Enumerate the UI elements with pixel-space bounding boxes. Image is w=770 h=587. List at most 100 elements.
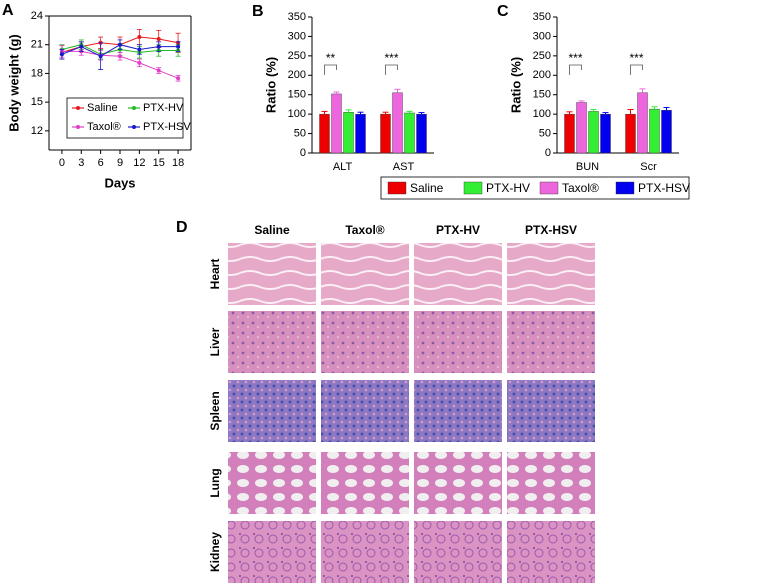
legend-marker [132, 106, 136, 110]
legend-swatch [387, 181, 407, 195]
y-tick-label: 150 [533, 89, 551, 101]
histology-image [228, 452, 316, 514]
x-tick-label: 3 [78, 157, 84, 169]
y-tick-label: 15 [31, 96, 43, 108]
panel-letter: C [497, 3, 509, 20]
x-tick-label: 0 [59, 157, 65, 169]
bar [319, 113, 330, 154]
legend-swatch [615, 181, 635, 195]
histology-image [321, 380, 409, 442]
histology-image [507, 380, 595, 442]
y-tick-label: 50 [539, 127, 551, 139]
point [176, 44, 181, 49]
legend-swatch [539, 181, 559, 195]
legend-marker [76, 106, 80, 110]
legend-label: PTX-HSV [638, 181, 690, 195]
row-label: Heart [208, 259, 222, 290]
column-label: Saline [254, 223, 290, 237]
x-tick-label: Scr [640, 161, 657, 173]
histology-image [414, 521, 502, 583]
y-tick-label: 100 [533, 108, 551, 120]
y-tick-label: 250 [288, 50, 306, 62]
histology-image [321, 243, 409, 305]
point [79, 44, 84, 49]
x-tick-label: 9 [117, 157, 123, 169]
column-label: PTX-HV [436, 223, 480, 237]
y-tick-label: 0 [545, 147, 551, 159]
bar [416, 113, 427, 154]
point [137, 47, 142, 52]
bar [404, 112, 415, 154]
bar [649, 108, 660, 154]
point [59, 52, 64, 57]
row-label: Kidney [208, 532, 222, 572]
x-tick-label: 18 [172, 157, 184, 169]
bar [576, 102, 587, 154]
histology-image [507, 311, 595, 373]
y-tick-label: 150 [288, 89, 306, 101]
bar [661, 110, 672, 154]
point [156, 68, 161, 73]
y-tick-label: 300 [533, 30, 551, 42]
significance-label: *** [384, 51, 398, 65]
x-tick-label: 12 [133, 157, 145, 169]
x-tick-label: 6 [98, 157, 104, 169]
bar [637, 92, 648, 154]
histology-image [507, 452, 595, 514]
y-tick-label: 200 [288, 69, 306, 81]
bar [380, 113, 391, 154]
histology-image [321, 452, 409, 514]
point [137, 35, 142, 40]
legend-marker [76, 125, 80, 129]
y-tick-label: 18 [31, 67, 43, 79]
y-tick-label: 12 [31, 125, 43, 137]
bar [392, 92, 403, 154]
bar [355, 113, 366, 154]
histology-image [228, 380, 316, 442]
bar [600, 113, 611, 154]
legend-label: PTX-HV [486, 181, 530, 195]
x-axis-label: Days [104, 175, 135, 190]
row-label: Spleen [208, 391, 222, 430]
legend-label: PTX-HV [143, 102, 184, 114]
legend-label: PTX-HSV [143, 121, 191, 133]
y-axis-label: Body weight (g) [6, 34, 21, 132]
point [156, 44, 161, 49]
legend-swatch [463, 181, 483, 195]
histology-image [414, 380, 502, 442]
y-tick-label: 300 [288, 30, 306, 42]
y-tick-label: 0 [300, 147, 306, 159]
significance-bracket [385, 64, 398, 75]
bar [588, 111, 599, 154]
row-label: Liver [208, 327, 222, 356]
y-tick-label: 200 [533, 69, 551, 81]
bar [625, 113, 636, 154]
histology-image [507, 243, 595, 305]
panel-letter: A [2, 2, 14, 19]
histology-image [228, 521, 316, 583]
panel-letter: D [176, 219, 188, 236]
significance-label: *** [568, 51, 582, 65]
bar [564, 113, 575, 154]
y-tick-label: 50 [294, 127, 306, 139]
legend-box [380, 176, 690, 200]
histology-image [228, 311, 316, 373]
y-axis-label: Ratio (%) [263, 57, 278, 113]
significance-bracket [630, 64, 643, 75]
y-tick-label: 24 [31, 10, 43, 22]
significance-label: ** [326, 51, 336, 65]
y-tick-label: 250 [533, 50, 551, 62]
histology-image [414, 452, 502, 514]
point [176, 76, 181, 81]
y-tick-label: 21 [31, 39, 43, 51]
x-tick-label: AST [393, 161, 415, 173]
significance-bracket [324, 64, 337, 75]
row-label: Lung [208, 468, 222, 497]
column-label: PTX-HSV [525, 223, 577, 237]
point [137, 60, 142, 65]
histology-image [321, 521, 409, 583]
bar [343, 111, 354, 154]
y-tick-label: 100 [288, 108, 306, 120]
legend-label: Saline [87, 102, 118, 114]
